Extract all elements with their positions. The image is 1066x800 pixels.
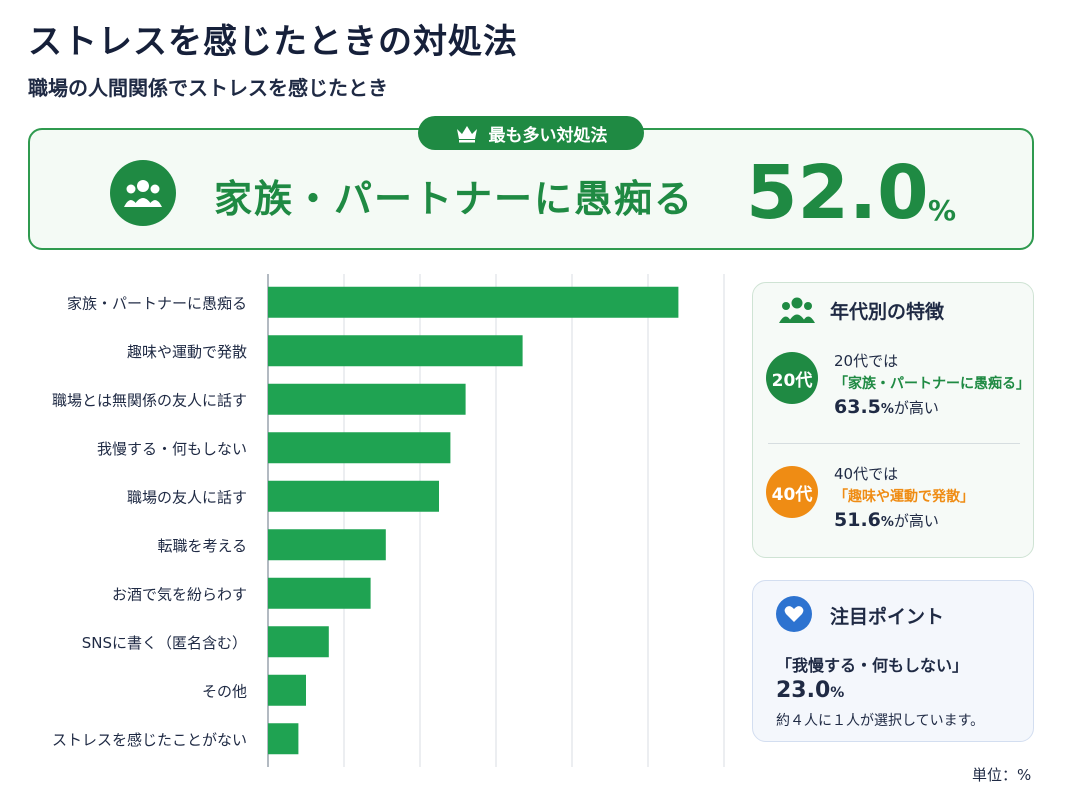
note-quote: 「我慢する・何もしない」 (776, 656, 969, 675)
bar (268, 674, 306, 706)
category-label: 趣味や運動で発散 (127, 343, 247, 361)
age-badge-20s: 20代 (766, 352, 818, 404)
category-label: 家族・パートナーに愚痴る (67, 294, 247, 312)
category-label: ストレスを感じたことがない (52, 731, 247, 749)
page-title: ストレスを感じたときの対処法 (28, 22, 518, 62)
age-item-20s-pct-value: 63.5 (834, 396, 881, 418)
top-answer-value: 52.0 (746, 150, 929, 236)
category-label: その他 (202, 682, 247, 700)
age-panel-title: 年代別の特徴 (830, 300, 945, 323)
age-item-40s-suffix: が高い (893, 512, 939, 530)
age-item-20s-quote: 「家族・パートナーに愚痴る」 (834, 376, 1030, 392)
category-label: 転職を考える (157, 537, 247, 555)
age-item-40s-line: 40代では (834, 465, 899, 483)
age-panel-header: 年代別の特徴 (778, 296, 944, 324)
category-label: お酒で気を紛らわす (112, 585, 247, 603)
note-text: 約４人に１人が選択しています。 (776, 713, 985, 729)
group-circle (110, 160, 176, 226)
note-title: 注目ポイント (830, 606, 945, 628)
crown-icon (456, 126, 477, 143)
note-value-unit: % (830, 685, 845, 701)
category-label: 我慢する・何もしない (97, 440, 247, 458)
age-item-40s-quote: 「趣味や運動で発散」 (834, 489, 974, 505)
age-item-20s-suffix: が高い (893, 399, 939, 417)
bar-chart: 0102030405060家族・パートナーに愚痴る趣味や運動で発散職場とは無関係… (52, 274, 725, 767)
age-item-20s: 20代では 「家族・パートナーに愚痴る」 63.5%が高い (834, 350, 1030, 421)
bar (268, 723, 299, 755)
age-item-20s-pct-unit: % (880, 402, 894, 417)
page-subtitle: 職場の人間関係でストレスを感じたとき (28, 76, 388, 100)
age-item-40s-pct-value: 51.6 (834, 509, 881, 531)
age-divider (768, 443, 1020, 444)
heart-icon (784, 606, 804, 622)
age-badge-40s: 40代 (766, 466, 818, 518)
age-item-40s-pct-unit: % (880, 515, 894, 530)
note-value-number: 23.0 (776, 678, 831, 703)
category-label: 職場の友人に話す (127, 488, 247, 506)
age-item-40s: 40代では 「趣味や運動で発散」 51.6%が高い (834, 463, 974, 534)
category-label: 職場とは無関係の友人に話す (52, 391, 247, 409)
age-item-40s-pct: 51.6% (834, 509, 894, 531)
age-item-20s-line: 20代では (834, 352, 899, 370)
group-icon (124, 180, 162, 207)
age-item-20s-pct: 63.5% (834, 396, 894, 418)
bar (268, 626, 329, 658)
bar (268, 383, 466, 415)
top-answer-badge: 最も多い対処法 (418, 116, 644, 150)
top-answer-unit: % (928, 194, 957, 227)
category-label: SNSに書く（匿名含む） (82, 634, 247, 652)
bar (268, 529, 386, 561)
bar (268, 577, 371, 609)
unit-label: 単位：% (972, 766, 1032, 784)
bar (268, 286, 679, 318)
group-icon (779, 297, 815, 323)
bar (268, 432, 451, 464)
note-icon-circle (776, 596, 812, 632)
note-value: 23.0% (776, 678, 844, 703)
bar (268, 335, 523, 367)
top-answer-label: 家族・パートナーに愚痴る (214, 177, 695, 221)
top-answer-badge-label: 最も多い対処法 (488, 125, 608, 146)
bar (268, 480, 439, 512)
